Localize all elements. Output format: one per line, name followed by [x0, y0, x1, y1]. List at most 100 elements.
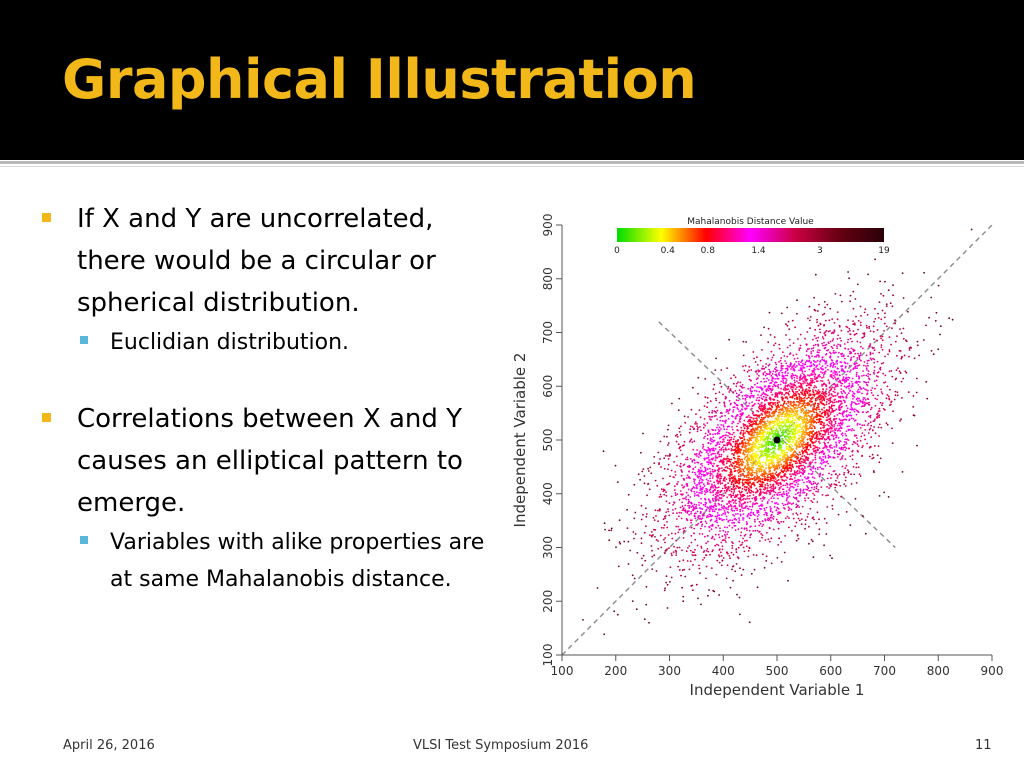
scatter-point: [705, 522, 708, 524]
scatter-point: [908, 349, 911, 351]
scatter-point: [742, 340, 745, 343]
scatter-point: [798, 506, 800, 508]
scatter-point: [759, 504, 762, 507]
scatter-point: [655, 538, 658, 541]
scatter-point: [720, 504, 723, 506]
scatter-point: [715, 573, 718, 576]
scatter-point: [734, 402, 736, 405]
scatter-point: [787, 506, 790, 508]
scatter-point: [817, 482, 819, 485]
scatter-point: [829, 465, 831, 468]
scatter-point: [807, 472, 810, 475]
scatter-point: [774, 491, 777, 494]
scatter-point: [772, 472, 774, 475]
scatter-point: [769, 516, 772, 519]
scatter-point: [837, 396, 840, 398]
scatter-point: [752, 396, 755, 399]
scatter-point: [864, 308, 867, 311]
scatter-point: [800, 364, 802, 367]
scatter-point: [850, 369, 852, 371]
scatter-point: [836, 347, 839, 350]
scatter-point: [776, 375, 778, 377]
scatter-point: [659, 440, 662, 443]
scatter-point: [827, 399, 830, 402]
scatter-point: [826, 349, 828, 352]
scatter-point: [645, 513, 648, 515]
scatter-point: [833, 423, 836, 426]
scatter-point: [842, 444, 845, 447]
scatter-point: [642, 432, 644, 435]
scatter-point: [703, 457, 706, 460]
scatter-point: [704, 474, 707, 477]
scatter-point: [663, 467, 666, 470]
scatter-point: [717, 489, 719, 492]
scatter-point: [736, 404, 739, 407]
scatter-point: [667, 428, 669, 431]
scatter-point: [766, 487, 769, 489]
scatter-point: [738, 490, 741, 493]
scatter-point: [822, 337, 825, 340]
scatter-point: [667, 458, 670, 460]
scatter-point: [762, 491, 764, 493]
scatter-point: [878, 301, 881, 303]
scatter-point: [750, 572, 753, 575]
scatter-point: [795, 394, 797, 397]
scatter-point: [711, 410, 714, 412]
scatter-point: [691, 426, 694, 428]
scatter-point: [765, 390, 768, 392]
scatter-point: [849, 300, 851, 303]
scatter-point: [860, 315, 862, 317]
scatter-point: [740, 391, 743, 394]
scatter-point: [744, 424, 747, 426]
scatter-point: [704, 469, 707, 472]
scatter-point: [725, 478, 728, 480]
scatter-point: [678, 569, 681, 571]
scatter-point: [711, 485, 714, 487]
scatter-point: [801, 388, 804, 391]
scatter-point: [815, 487, 818, 490]
scatter-point: [783, 400, 786, 403]
scatter-point: [691, 487, 694, 490]
scatter-point: [834, 486, 837, 489]
scatter-point: [728, 400, 731, 402]
scatter-point: [806, 360, 808, 363]
scatter-point: [823, 406, 825, 409]
scatter-point: [718, 453, 721, 456]
scatter-point: [665, 549, 667, 552]
scatter-point: [831, 394, 833, 396]
scatter-point: [759, 488, 761, 491]
scatter-point: [803, 405, 806, 407]
scatter-point: [763, 326, 765, 329]
scatter-point: [731, 428, 734, 431]
scatter-point: [774, 404, 777, 406]
scatter-point: [736, 470, 739, 472]
scatter-point: [743, 470, 746, 473]
scatter-point: [677, 443, 680, 446]
scatter-point: [670, 576, 673, 579]
scatter-point: [701, 517, 704, 520]
scatter-point: [871, 453, 874, 456]
scatter-point: [714, 533, 717, 536]
scatter-point: [894, 319, 896, 322]
scatter-point: [861, 446, 863, 449]
scatter-point: [765, 380, 768, 383]
scatter-point: [776, 493, 778, 496]
scatter-point: [794, 381, 796, 384]
scatter-point: [834, 373, 837, 376]
scatter-point: [873, 369, 876, 372]
scatter-point: [837, 343, 839, 346]
scatter-point: [782, 403, 785, 406]
scatter-point: [788, 461, 791, 464]
scatter-point: [742, 474, 745, 477]
scatter-point: [668, 482, 671, 485]
scatter-point: [815, 440, 817, 442]
scatter-point: [718, 401, 721, 404]
scatter-point: [800, 386, 802, 389]
scatter-point: [645, 525, 647, 528]
scatter-point: [764, 374, 767, 377]
scatter-point: [839, 458, 842, 461]
scatter-point: [844, 458, 847, 460]
scatter-point: [759, 403, 761, 406]
scatter-point: [729, 475, 731, 477]
scatter-point: [745, 394, 747, 396]
